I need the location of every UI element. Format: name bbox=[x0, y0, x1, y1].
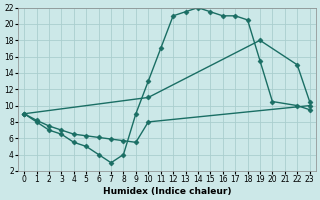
X-axis label: Humidex (Indice chaleur): Humidex (Indice chaleur) bbox=[103, 187, 231, 196]
